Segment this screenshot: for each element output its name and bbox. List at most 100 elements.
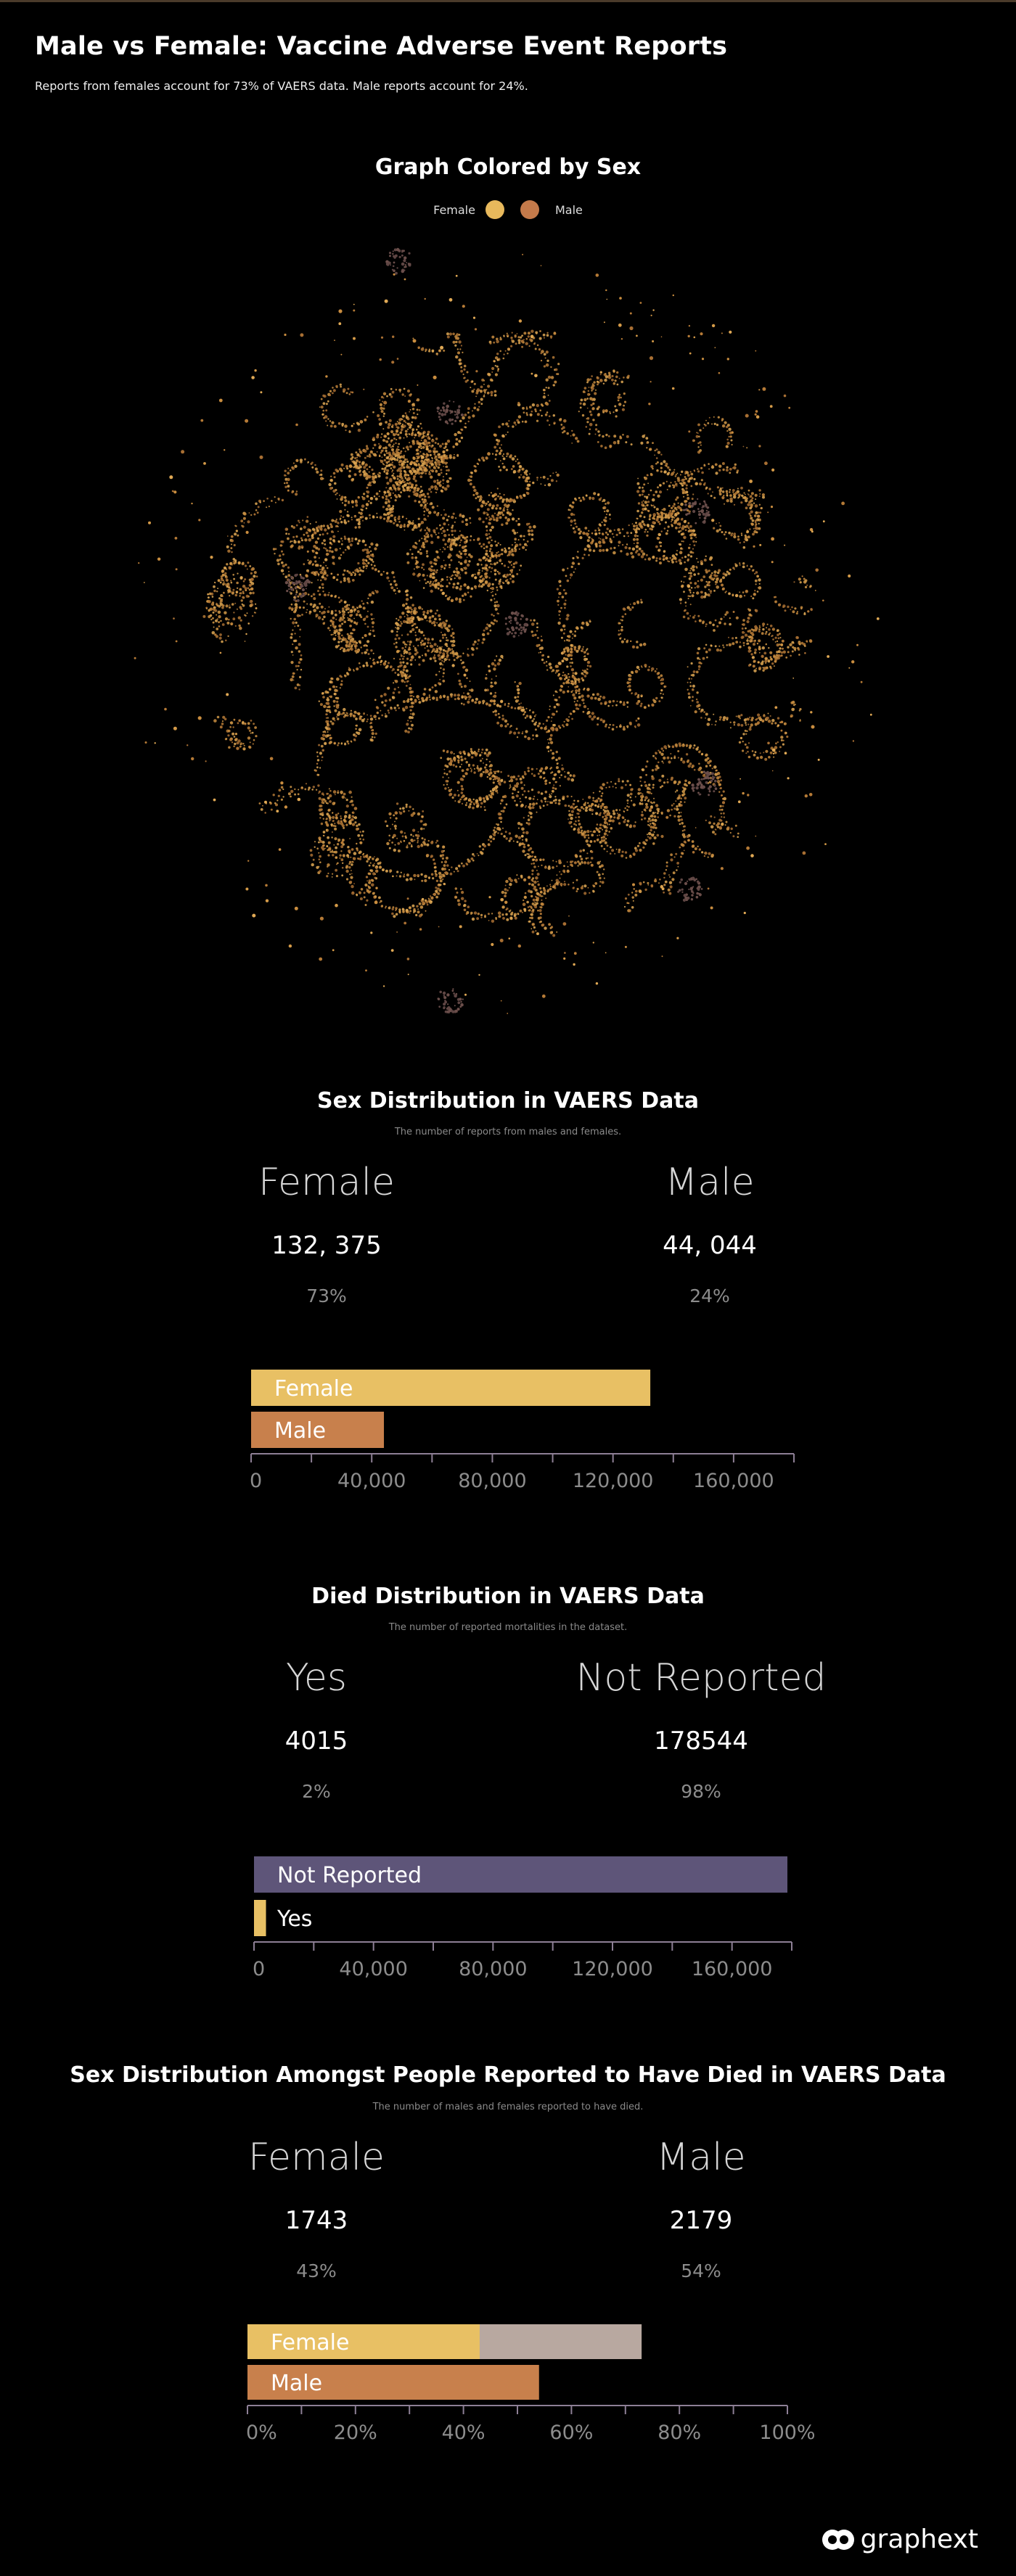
graph-node: [396, 524, 399, 527]
graph-node: [623, 535, 626, 538]
graph-node: [396, 634, 398, 637]
graph-node: [409, 394, 412, 397]
graph-node: [499, 705, 501, 707]
graph-node: [651, 802, 653, 805]
graph-node: [499, 516, 502, 519]
graph-node: [309, 523, 311, 524]
graph-node: [681, 822, 684, 825]
graph-node: [372, 411, 374, 413]
graph-node: [563, 883, 567, 886]
graph-node: [409, 606, 412, 609]
graph-node: [224, 583, 226, 585]
graph-node: [431, 614, 435, 618]
graph-node: [790, 715, 792, 718]
graph-node: [454, 521, 456, 523]
graph-node: [363, 896, 366, 899]
graph-node: [333, 472, 335, 474]
graph-node: [359, 614, 361, 617]
graph-node: [546, 359, 549, 362]
graph-node: [340, 515, 343, 517]
graph-node: [489, 529, 492, 532]
graph-node: [321, 760, 323, 762]
graph-node: [317, 525, 321, 528]
graph-node: [316, 762, 319, 765]
graph-node: [720, 617, 723, 620]
network-graph[interactable]: [109, 232, 907, 1037]
graph-node: [361, 539, 366, 543]
graph-node: [613, 441, 617, 445]
graph-node: [323, 561, 325, 564]
graph-node: [514, 549, 517, 553]
graph-node: [572, 683, 574, 686]
graph-node: [696, 691, 699, 694]
graph-node: [693, 768, 696, 771]
graph-node: [581, 556, 584, 559]
graph-node: [610, 827, 613, 830]
graph-node: [522, 794, 524, 796]
graph-node: [382, 392, 387, 395]
graph-node: [351, 873, 353, 875]
graph-node: [308, 538, 312, 542]
graph-node: [391, 461, 393, 464]
graph-node: [663, 876, 665, 879]
graph-node: [594, 428, 598, 431]
graph-node: [648, 831, 652, 836]
graph-node: [503, 781, 507, 783]
graph-node: [796, 611, 798, 613]
graph-node: [694, 710, 697, 714]
graph-node: [298, 522, 300, 524]
graph-node: [318, 790, 321, 793]
graph-node: [497, 812, 501, 816]
graph-node: [684, 797, 687, 800]
graph-node: [676, 496, 679, 499]
graph-node: [732, 611, 735, 613]
graph-node: [578, 862, 582, 865]
graph-node: [624, 851, 628, 854]
graph-node: [525, 707, 528, 709]
graph-node: [500, 821, 502, 823]
graph-node: [755, 717, 758, 720]
graph-node: [435, 841, 437, 844]
graph-node: [397, 433, 400, 436]
graph-node: [724, 613, 727, 616]
graph-node: [750, 565, 753, 568]
graph-node: [520, 782, 522, 784]
graph-node: [547, 395, 549, 396]
graph-node: [233, 736, 236, 738]
graph-node: [657, 816, 659, 818]
graph-node: [755, 498, 757, 501]
graph-node: [403, 419, 406, 422]
graph-node: [443, 661, 446, 663]
graph-node: [374, 859, 378, 862]
graph-node: [306, 609, 308, 611]
graph-node: [362, 830, 364, 833]
graph-node: [446, 757, 450, 761]
graph-node: [541, 923, 545, 926]
graph-node: [360, 616, 363, 619]
graph-node: [648, 783, 651, 786]
graph-node: [473, 388, 475, 390]
graph-node: [777, 629, 779, 632]
graph-node: [626, 820, 630, 823]
graph-node: [394, 494, 397, 497]
graph-node: [458, 334, 461, 336]
graph-node: [754, 628, 758, 632]
graph-node: [527, 335, 530, 338]
graph-node: [780, 736, 784, 739]
graph-node: [354, 821, 357, 824]
graph-node: [560, 628, 563, 632]
graph-node: [298, 684, 301, 686]
graph-node: [384, 435, 387, 438]
graph-node: [427, 839, 430, 842]
graph-node: [546, 403, 549, 406]
graph-node: [438, 444, 443, 448]
graph-node: [635, 720, 638, 722]
graph-node: [683, 495, 685, 498]
graph-node: [540, 792, 544, 795]
graph-node: [705, 580, 708, 583]
graph-node: [771, 662, 774, 665]
graph-node: [530, 533, 534, 536]
graph-node: [446, 519, 448, 522]
graph-node: [765, 662, 767, 664]
graph-node: [523, 535, 525, 538]
